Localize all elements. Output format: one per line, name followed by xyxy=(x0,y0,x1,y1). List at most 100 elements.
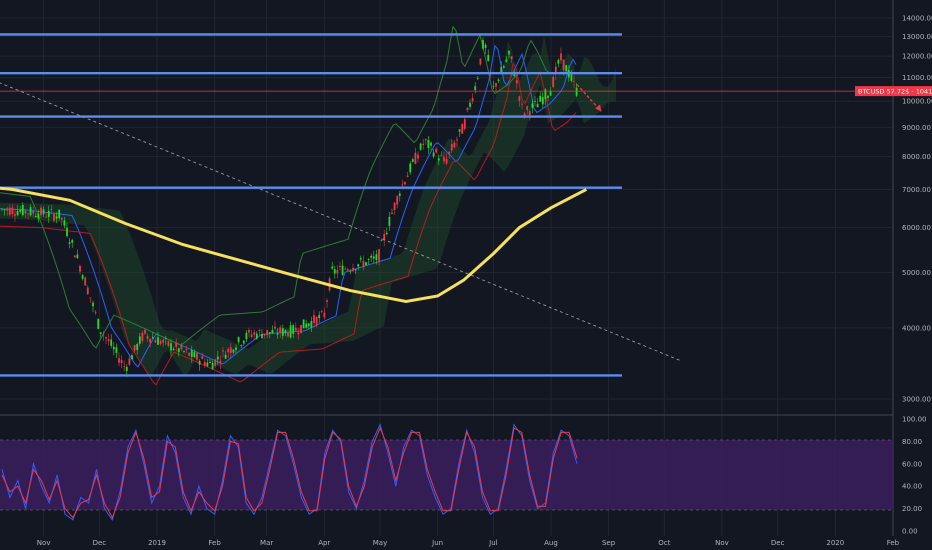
price-tick-label: 12000.00 xyxy=(902,53,932,61)
candle-body xyxy=(206,362,209,366)
candle-body xyxy=(268,332,271,334)
candle-body xyxy=(573,80,575,82)
price-tick-label: 14000.00 xyxy=(902,15,932,23)
candle-body xyxy=(565,65,568,72)
candle-body xyxy=(164,338,167,339)
candle-body xyxy=(502,66,505,68)
trendline[interactable] xyxy=(0,67,682,362)
candle-body xyxy=(66,227,68,237)
candle-body xyxy=(115,347,118,353)
time-axis[interactable]: Nov Dec 2019 Feb Mar Apr May Jun Jul Aug Sep Oct Nov… xyxy=(37,539,900,547)
candle-body xyxy=(523,113,526,117)
candle-body xyxy=(107,339,110,342)
candle-body xyxy=(471,98,474,101)
candle-body xyxy=(388,216,391,226)
horizontal-levels[interactable] xyxy=(0,33,622,377)
candle-body xyxy=(42,209,45,215)
forecast-arrow[interactable] xyxy=(576,84,602,112)
time-tick-label: Oct xyxy=(658,539,670,547)
candle-body xyxy=(344,268,347,270)
price-tick-label: 7000.00 xyxy=(902,186,931,194)
candle-body xyxy=(352,267,354,271)
candle-body xyxy=(287,332,289,337)
candle-body xyxy=(245,332,248,340)
price-tick-label: 5000.00 xyxy=(902,269,931,277)
stoch-tick-label: 0.00 xyxy=(902,528,918,536)
candle-body xyxy=(92,302,94,307)
dashed-trendline[interactable] xyxy=(0,67,682,362)
candle-body xyxy=(398,193,401,196)
candle-body xyxy=(443,157,445,162)
candles xyxy=(1,37,578,378)
candle-body xyxy=(427,139,430,149)
candle-body xyxy=(21,205,24,216)
stoch-tick-label: 20.00 xyxy=(902,505,922,513)
candle-body xyxy=(172,348,175,350)
candle-body xyxy=(45,216,48,218)
candle-body xyxy=(417,154,419,159)
candle-body xyxy=(497,79,500,82)
candle-body xyxy=(214,359,217,366)
candle-body xyxy=(318,314,321,319)
candle-body xyxy=(71,240,74,243)
candle-body xyxy=(190,350,193,357)
candle-body xyxy=(422,143,425,146)
candle-body xyxy=(55,216,58,219)
forecast-arrow-head[interactable] xyxy=(595,104,602,112)
candle-body xyxy=(528,111,531,116)
candle-body xyxy=(513,74,516,77)
time-tick-label: Feb xyxy=(887,539,900,547)
candle-body xyxy=(456,139,458,141)
candle-body xyxy=(112,346,115,350)
candle-body xyxy=(500,67,503,72)
candle-body xyxy=(404,182,406,185)
price-tick-label: 4000.00 xyxy=(902,324,931,332)
candle-body xyxy=(315,316,318,326)
candle-body xyxy=(300,324,302,334)
candle-body xyxy=(240,345,243,346)
candle-body xyxy=(123,365,126,367)
candle-body xyxy=(271,329,274,334)
candle-body xyxy=(284,329,287,334)
candle-body xyxy=(263,334,266,336)
candle-body xyxy=(346,269,349,271)
candle-body xyxy=(466,107,469,111)
candle-body xyxy=(193,352,196,358)
candle-body xyxy=(385,232,388,235)
time-tick-label: Nov xyxy=(715,539,729,547)
candle-body xyxy=(378,249,380,262)
candle-body xyxy=(94,311,97,313)
candle-body xyxy=(492,86,495,88)
candle-body xyxy=(276,333,279,335)
candle-body xyxy=(58,209,61,219)
time-tick-label: Jun xyxy=(431,539,443,547)
candle-body xyxy=(32,210,35,214)
stoch-axis[interactable]: 100.00 80.00 60.00 40.00 20.00 0.00 xyxy=(902,416,927,536)
stoch-tick-label: 40.00 xyxy=(902,483,922,491)
stoch-rsi-lines xyxy=(1,423,578,521)
candle-body xyxy=(495,83,497,87)
candle-body xyxy=(320,311,323,313)
stoch-tick-label: 80.00 xyxy=(902,438,922,446)
candle-body xyxy=(110,339,113,346)
candle-body xyxy=(99,332,102,334)
candle-body xyxy=(432,152,435,157)
candle-body xyxy=(136,344,139,350)
stoch-tick-label: 100.00 xyxy=(902,416,927,424)
candle-body xyxy=(102,334,105,336)
candle-body xyxy=(367,259,370,261)
candle-body xyxy=(19,210,22,212)
candle-body xyxy=(521,103,523,105)
candle-body xyxy=(445,158,448,164)
candle-body xyxy=(11,207,14,214)
time-tick-label: Apr xyxy=(318,539,330,547)
candle-body xyxy=(40,207,42,216)
candle-body xyxy=(339,265,341,267)
candle-body xyxy=(302,319,305,329)
candle-body xyxy=(554,66,557,75)
candle-body xyxy=(27,213,29,215)
candle-body xyxy=(120,359,123,364)
price-axis[interactable]: 14000.00 13000.00 12000.00 11000.00 10000.00… xyxy=(902,15,932,404)
candle-body xyxy=(125,366,128,371)
price-tick-label: 6000.00 xyxy=(902,224,931,232)
